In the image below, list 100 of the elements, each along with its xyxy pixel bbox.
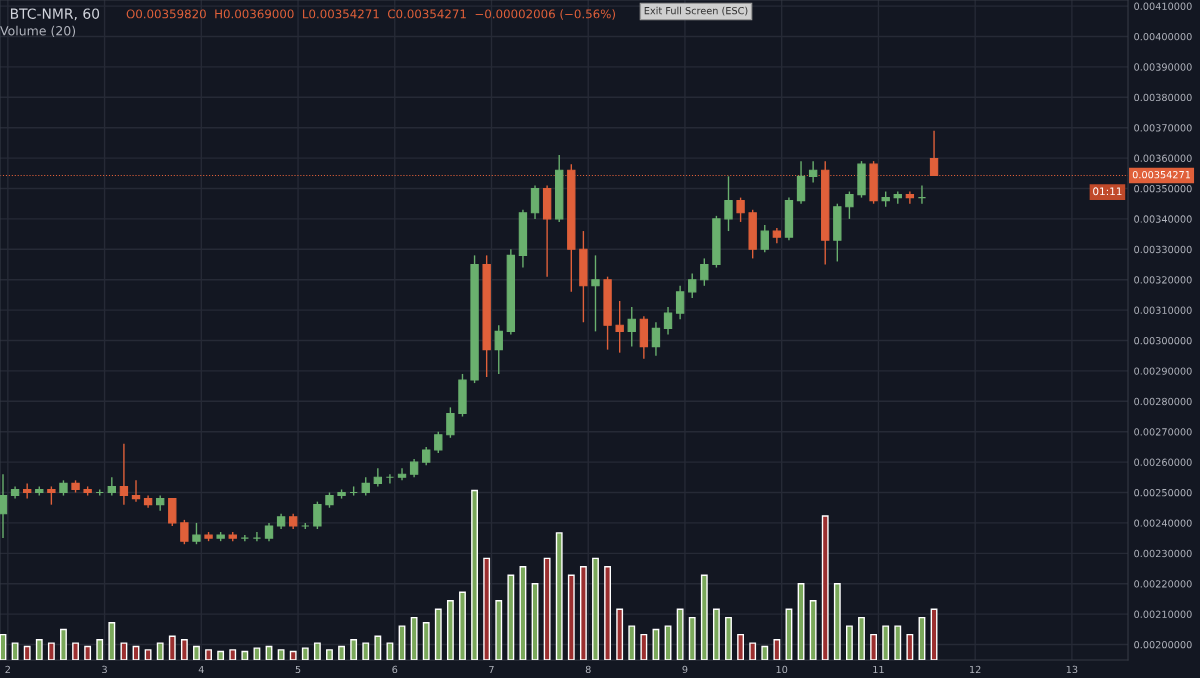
bar	[845, 625, 853, 661]
candlestick	[724, 175, 733, 232]
y-tick-label: 0.00200000	[1134, 641, 1192, 649]
chart-title: Volume (20)	[0, 25, 76, 37]
candlestick	[591, 254, 600, 333]
candlestick	[446, 406, 455, 439]
y-tick-label: 0.00240000	[1134, 519, 1192, 527]
bar	[640, 633, 648, 661]
bar	[870, 633, 878, 661]
y-tick-label: 0.00330000	[1134, 245, 1192, 254]
bar	[241, 650, 249, 661]
bar	[894, 625, 902, 661]
candlestick	[119, 443, 129, 506]
bar	[410, 616, 418, 661]
candlestick	[905, 190, 915, 205]
bar	[737, 633, 745, 661]
text: BTC-NMR, 60	[10, 8, 100, 21]
bar	[11, 642, 19, 661]
y-tick-label: 0.00370000	[1134, 124, 1192, 132]
candlestick	[675, 285, 685, 320]
y-tick-label: 0.00360000	[1134, 154, 1192, 162]
bar	[688, 616, 696, 661]
bar	[398, 625, 406, 661]
bar	[555, 532, 563, 661]
bar	[700, 574, 708, 661]
bar	[592, 557, 599, 661]
y-tick-label: 0.00300000	[1134, 336, 1192, 345]
candlestick	[700, 257, 709, 287]
x-tick-label: 8	[585, 665, 591, 674]
candlestick	[688, 272, 697, 299]
candlestick	[0, 473, 8, 539]
x-tick-label: 4	[198, 665, 204, 673]
bar	[858, 616, 865, 661]
bar	[495, 600, 503, 661]
y-tick-label: 0.00280000	[1134, 397, 1192, 406]
candlestick	[808, 160, 818, 184]
candlestick	[615, 300, 624, 354]
x-tick-label: 10	[776, 665, 788, 674]
y-tick-label: 0.00260000	[1134, 458, 1192, 466]
bar	[350, 638, 358, 661]
y-tick-label: 0.00310000	[1134, 306, 1192, 314]
candlestick	[397, 467, 407, 482]
bar	[0, 633, 7, 661]
bar	[277, 649, 285, 661]
bar	[821, 515, 829, 661]
bar	[156, 642, 164, 661]
bar	[108, 622, 116, 661]
bar	[23, 645, 31, 661]
bar	[567, 574, 575, 661]
x-tick-label: 7	[489, 665, 494, 673]
bar	[628, 625, 636, 661]
candlestick	[494, 324, 503, 375]
candlestick	[107, 476, 117, 497]
bar	[833, 583, 841, 661]
y-tick-label: 0.00390000	[1134, 63, 1192, 71]
bar	[96, 638, 104, 661]
bar	[60, 628, 67, 661]
candlestick	[264, 522, 274, 542]
bar	[120, 642, 128, 661]
bar	[205, 649, 212, 661]
bar	[229, 649, 237, 661]
bar	[749, 642, 757, 661]
x-tick-label: 2	[5, 665, 10, 673]
candlestick	[361, 476, 370, 497]
y-tick-label: 0.00270000	[1134, 428, 1192, 436]
bar	[253, 647, 261, 661]
bar	[144, 649, 152, 661]
y-tick-label: 0.00290000	[1134, 367, 1192, 375]
bar	[809, 600, 817, 661]
bar	[446, 600, 454, 661]
bar	[338, 645, 345, 661]
y-tick-label: 0.00230000	[1134, 549, 1192, 558]
candlestick	[47, 485, 56, 506]
candlestick	[651, 321, 661, 357]
candlestick	[422, 446, 431, 466]
x-tick-label: 5	[295, 665, 301, 674]
bar	[35, 638, 43, 661]
candlestick	[252, 531, 262, 542]
bar	[362, 642, 370, 661]
text: O0.00359820 H0.00369000 L0.00354271 C0.00354271 −0.00002006 (−0.56%)	[126, 9, 616, 20]
bar	[217, 650, 225, 661]
bar	[773, 638, 781, 661]
bar	[47, 642, 55, 661]
bar	[180, 638, 188, 661]
bar	[543, 557, 551, 661]
x-tick-label: 3	[102, 665, 107, 674]
bar	[725, 616, 732, 661]
bar	[459, 591, 466, 661]
y-tick-label: 0.00410000	[1134, 2, 1192, 10]
bar	[84, 645, 92, 661]
y-tick-label: 0.00250000	[1134, 488, 1192, 497]
y-tick-label: 0.00220000	[1134, 580, 1192, 588]
y-tick-label: 0.00380000	[1134, 93, 1192, 102]
bar	[483, 557, 491, 661]
bar	[579, 566, 587, 661]
x-tick-label: 12	[970, 665, 981, 673]
bar	[616, 608, 624, 661]
bar	[168, 635, 176, 661]
candlestick	[627, 306, 636, 348]
x-tick-label: 9	[682, 665, 688, 674]
